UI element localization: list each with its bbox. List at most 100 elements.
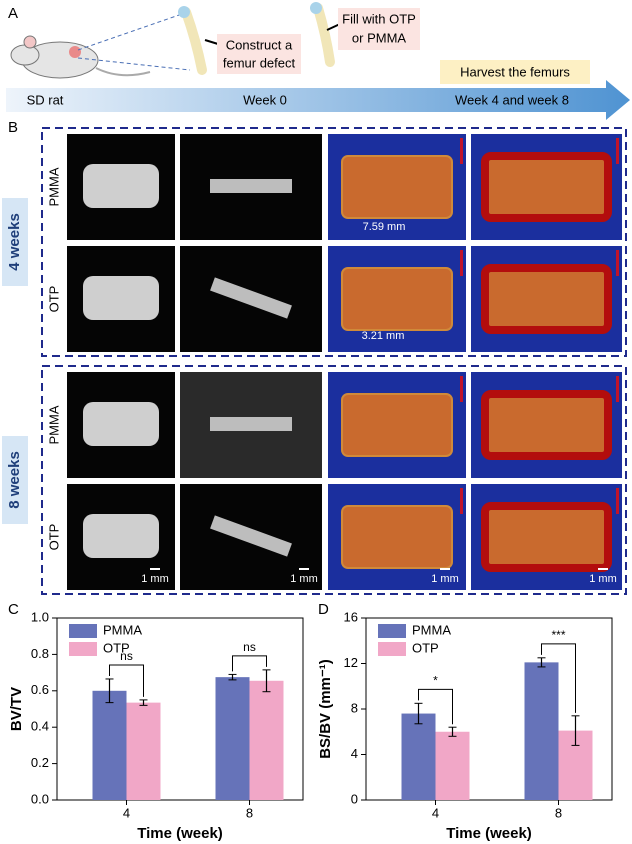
legend-swatch	[378, 642, 406, 656]
color-bar	[460, 138, 463, 164]
y-tick-label: 0	[351, 791, 358, 806]
y-tick-label: 0.2	[31, 755, 49, 770]
bone-map	[481, 152, 612, 222]
legend-swatch	[69, 624, 97, 638]
group-tag	[2, 436, 28, 524]
y-tick-label: 0.4	[31, 719, 49, 734]
timeline-label: Week 0	[243, 92, 287, 107]
bar	[524, 662, 559, 800]
panel-label: C	[8, 601, 19, 618]
y-axis-label: BV/TV	[8, 687, 25, 731]
group-label: 8 weeks	[6, 451, 23, 509]
step-text: Harvest the femurs	[460, 64, 570, 79]
bone-slice	[210, 179, 292, 193]
color-bar	[616, 376, 619, 402]
bar	[215, 677, 250, 800]
step-text: Fill with OTP	[342, 11, 416, 26]
plot-frame	[56, 617, 304, 801]
bar	[92, 690, 127, 800]
bone-map	[341, 267, 453, 331]
bone-map	[341, 393, 453, 457]
bone-map	[341, 505, 453, 569]
significance-label: ns	[243, 640, 256, 654]
step-text: or PMMA	[352, 30, 407, 45]
scale-bar-label: 1 mm	[431, 573, 459, 585]
step-box	[440, 60, 590, 84]
legend-label: OTP	[412, 640, 439, 655]
x-tick-label: 8	[555, 805, 562, 820]
timeline	[6, 80, 630, 120]
color-bar	[460, 488, 463, 514]
significance-bracket	[232, 655, 267, 672]
color-bar	[460, 250, 463, 276]
plot-frame	[365, 617, 613, 801]
bone-map	[481, 390, 612, 460]
mouse	[10, 13, 191, 79]
significance-label: ns	[120, 649, 133, 663]
bone-render	[83, 276, 159, 320]
y-tick-label: 8	[351, 700, 358, 715]
y-tick-label: 4	[351, 746, 358, 761]
bar	[249, 680, 284, 800]
measurement: 3.21 mm	[362, 330, 405, 342]
step-box	[338, 8, 420, 50]
significance-bracket	[109, 664, 144, 697]
x-axis-label: Time (week)	[446, 825, 532, 842]
row-label: OTP	[46, 524, 61, 551]
arrow	[204, 39, 219, 45]
legend-swatch	[69, 642, 97, 656]
legend-label: PMMA	[412, 622, 451, 637]
bar	[401, 713, 436, 800]
bone-render	[83, 402, 159, 446]
y-tick-label: 0.6	[31, 682, 49, 697]
significance-bracket	[418, 688, 453, 725]
group-label: 4 weeks	[6, 213, 23, 271]
panel-label: D	[318, 601, 329, 618]
group-box	[41, 127, 627, 357]
femur	[178, 2, 335, 75]
x-tick-label: 4	[123, 805, 130, 820]
color-bar	[616, 138, 619, 164]
step-text: femur defect	[223, 55, 296, 70]
measurement: 7.59 mm	[363, 221, 406, 233]
bar	[435, 731, 470, 800]
y-tick-label: 12	[344, 655, 358, 670]
group-tag	[2, 198, 28, 286]
bone-slice	[210, 515, 292, 557]
significance-bracket	[541, 643, 576, 713]
y-tick-label: 0.8	[31, 646, 49, 661]
scale-bar-label: 1 mm	[290, 573, 318, 585]
y-axis-label: BS/BV (mm⁻¹)	[317, 659, 334, 759]
bone-slice	[210, 277, 292, 319]
y-tick-label: 1.0	[31, 609, 49, 624]
bone-render	[83, 514, 159, 558]
legend-swatch	[378, 624, 406, 638]
scale-bar-label: 1 mm	[589, 573, 617, 585]
bar	[126, 702, 161, 800]
panel-label: A	[8, 5, 18, 22]
row-label: PMMA	[46, 167, 61, 206]
x-tick-label: 4	[432, 805, 439, 820]
row-label: PMMA	[46, 405, 61, 444]
y-tick-label: 0.0	[31, 791, 49, 806]
bone-map	[481, 264, 612, 334]
panel-label: B	[8, 119, 18, 136]
arrow	[326, 23, 341, 31]
color-bar	[616, 250, 619, 276]
significance-label: *	[433, 673, 438, 687]
row-label: OTP	[46, 286, 61, 313]
y-tick-label: 16	[344, 609, 358, 624]
bone-slice	[210, 417, 292, 431]
bone-map	[481, 502, 612, 572]
legend-label: PMMA	[103, 622, 142, 637]
color-bar	[460, 376, 463, 402]
legend-label: OTP	[103, 640, 130, 655]
bone-render	[83, 164, 159, 208]
group-box	[41, 365, 627, 595]
significance-label: ***	[551, 628, 565, 642]
bone-map	[341, 155, 453, 219]
step-text: Construct a	[226, 37, 293, 52]
x-tick-label: 8	[246, 805, 253, 820]
scale-bar-label: 1 mm	[141, 573, 169, 585]
